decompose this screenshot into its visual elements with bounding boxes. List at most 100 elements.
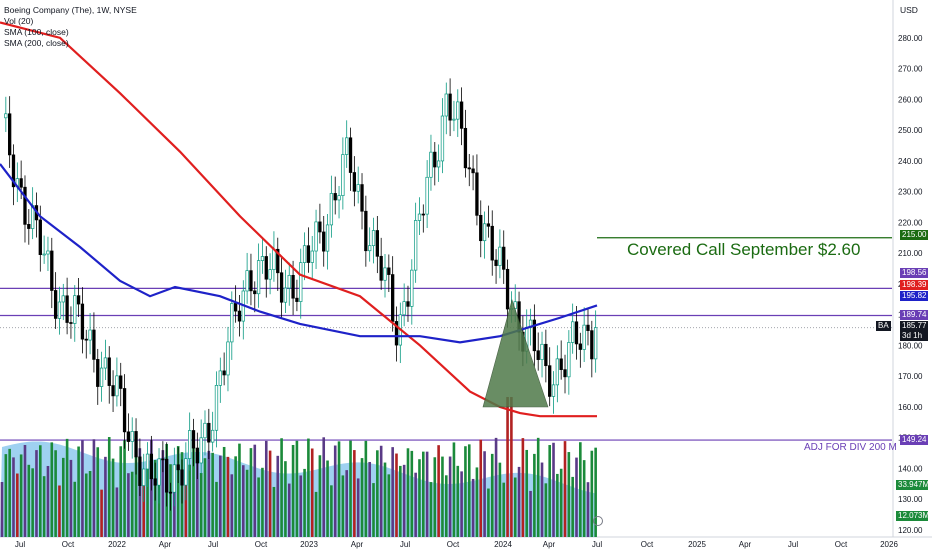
volume-bar — [575, 457, 578, 537]
candle-body — [103, 357, 108, 369]
volume-bar — [437, 445, 440, 537]
volume-bar — [192, 446, 195, 537]
candle-body — [38, 219, 42, 255]
x-tick-label: 2026 — [880, 540, 898, 549]
x-tick-label: Jul — [208, 540, 218, 549]
candle-body — [276, 248, 280, 274]
candle-body — [180, 469, 184, 486]
volume-bar — [456, 465, 460, 537]
volume-bar — [579, 442, 582, 537]
volume-bar — [119, 446, 123, 537]
volume-bar — [571, 476, 574, 537]
volume-bar — [333, 445, 337, 537]
y-tick-label: 270.00 — [898, 65, 923, 74]
candle-body — [479, 214, 483, 242]
candle-body — [245, 270, 249, 292]
volume-bar — [226, 456, 230, 537]
candle-body — [107, 357, 111, 386]
candle-body — [494, 259, 498, 266]
volume-bar — [364, 440, 368, 537]
volume-bar — [264, 440, 268, 537]
x-tick-label: Oct — [447, 540, 460, 549]
candle-body — [195, 447, 199, 464]
replay-icon — [593, 516, 603, 526]
volume-bar — [77, 446, 80, 537]
volume-bar — [533, 453, 536, 537]
candle-body — [130, 431, 134, 442]
volume-bar — [410, 450, 414, 537]
candle-body — [540, 343, 544, 360]
legend-sma100: SMA (100, close) — [4, 27, 69, 37]
y-tick-label: 160.00 — [898, 403, 923, 412]
volume-bar — [111, 458, 115, 537]
candle-body — [360, 184, 364, 212]
volume-bar — [234, 456, 237, 537]
volume-bar — [280, 438, 283, 537]
volume-sma-tag: 33.947M — [896, 480, 930, 490]
volume-bar — [100, 489, 103, 537]
candle-body — [214, 385, 219, 431]
candle-body — [459, 101, 464, 129]
candle-body — [364, 210, 368, 252]
volume-bar — [104, 456, 107, 537]
volume-bar — [490, 453, 494, 537]
candle-body — [341, 154, 345, 196]
candle-body — [567, 342, 571, 378]
volume-bar — [23, 445, 27, 537]
volume-bar — [429, 482, 433, 537]
volume-bar — [467, 444, 471, 537]
candle-body — [413, 220, 418, 271]
candle-body — [574, 321, 579, 345]
x-tick-label: Jul — [592, 540, 602, 549]
candle-body — [394, 321, 399, 346]
price-tag-sma200: 198.39 — [900, 280, 928, 290]
candle-body — [322, 231, 326, 252]
candle-body — [348, 137, 353, 173]
candle-body — [421, 213, 425, 216]
volume-bar — [368, 461, 371, 537]
volume-bar — [184, 467, 188, 537]
candle-body — [27, 224, 31, 229]
candle-body — [8, 113, 12, 156]
x-tick-label: Apr — [351, 540, 364, 549]
volume-bar — [510, 397, 513, 537]
volume-bar — [238, 443, 241, 537]
x-tick-label: Apr — [159, 540, 172, 549]
price-tag-sma100: 195.82 — [900, 291, 928, 301]
volume-bar — [559, 468, 563, 537]
volume-bar — [307, 438, 310, 537]
candle-body — [306, 245, 311, 263]
candle-body — [119, 375, 123, 389]
candle-body — [188, 430, 192, 459]
volume-bar — [337, 441, 341, 537]
candle-body — [73, 295, 77, 324]
candle-body — [582, 324, 586, 350]
price-tag-215: 215.00 — [900, 230, 928, 240]
candle-body — [417, 213, 422, 221]
volume-bar — [96, 447, 100, 537]
candle-body — [84, 338, 88, 341]
volume-bar — [245, 469, 249, 537]
y-tick-label: 220.00 — [898, 218, 923, 227]
price-tag-19856: 198.56 — [900, 268, 928, 278]
volume-bar — [127, 473, 130, 537]
volume-bar — [441, 456, 444, 537]
candle-body — [456, 101, 460, 120]
volume-bar — [115, 487, 119, 537]
x-tick-label: Jul — [15, 540, 25, 549]
volume-bar — [464, 446, 467, 537]
volume-bar — [92, 439, 96, 537]
volume-bar — [39, 445, 42, 537]
volume-bar — [548, 445, 551, 537]
candle-body — [444, 93, 448, 117]
covered-call-annotation: Covered Call September $2.60 — [627, 240, 861, 259]
candle-body — [272, 248, 276, 270]
volume-bar — [376, 450, 379, 537]
volume-bar — [594, 447, 597, 537]
candle-body — [69, 322, 73, 324]
volume-bar — [219, 455, 222, 537]
volume-bar — [50, 442, 54, 537]
volume-bar — [54, 450, 57, 537]
